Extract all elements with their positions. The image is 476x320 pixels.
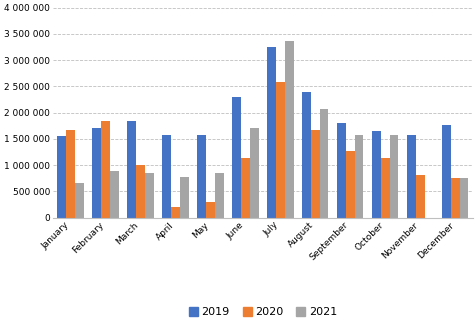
Bar — [171, 207, 179, 218]
Bar — [136, 164, 145, 218]
Bar — [249, 128, 258, 218]
Bar — [232, 97, 240, 218]
Bar — [214, 173, 223, 218]
Bar — [127, 121, 136, 218]
Bar — [276, 82, 284, 218]
Bar — [92, 128, 101, 218]
Bar — [371, 131, 380, 218]
Bar — [354, 135, 363, 218]
Bar — [206, 202, 214, 218]
Bar — [389, 135, 397, 218]
Bar — [441, 125, 450, 218]
Bar — [267, 46, 276, 218]
Bar — [109, 171, 119, 218]
Bar — [75, 183, 83, 218]
Bar — [459, 178, 467, 218]
Bar — [162, 135, 171, 218]
Bar — [57, 136, 66, 218]
Bar — [380, 158, 389, 218]
Bar — [240, 158, 249, 218]
Bar — [415, 175, 424, 218]
Legend: 2019, 2020, 2021: 2019, 2020, 2021 — [184, 303, 341, 320]
Bar — [101, 121, 109, 218]
Bar — [145, 173, 153, 218]
Bar — [337, 123, 345, 218]
Bar — [66, 131, 75, 218]
Bar — [179, 177, 188, 218]
Bar — [345, 151, 354, 218]
Bar — [302, 92, 310, 218]
Bar — [450, 178, 459, 218]
Bar — [197, 135, 206, 218]
Bar — [284, 41, 293, 218]
Bar — [310, 131, 319, 218]
Bar — [319, 109, 328, 218]
Bar — [407, 135, 415, 218]
